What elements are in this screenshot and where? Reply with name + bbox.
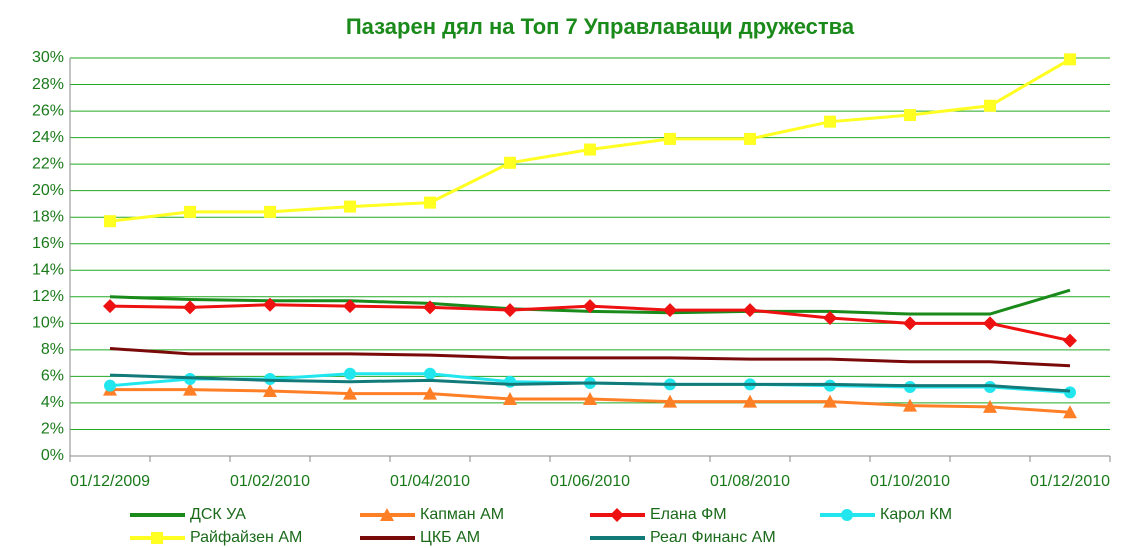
legend-marker — [380, 508, 394, 521]
legend-marker — [151, 532, 163, 544]
data-point — [823, 311, 837, 326]
data-point — [424, 367, 436, 380]
x-tick-label: 01/02/2010 — [230, 473, 310, 490]
data-point — [983, 316, 997, 331]
legend-label: Карол КМ — [880, 506, 952, 523]
legend-marker — [610, 508, 624, 522]
data-point — [904, 109, 916, 122]
data-point — [743, 394, 757, 408]
y-tick-label: 2% — [41, 421, 64, 438]
data-point — [504, 375, 516, 388]
data-point — [344, 367, 356, 380]
legend-marker — [841, 509, 853, 521]
legend-label: Капман АМ — [420, 506, 504, 523]
y-tick-label: 30% — [32, 49, 64, 66]
data-point — [663, 394, 677, 408]
y-tick-label: 8% — [41, 341, 64, 358]
data-point — [984, 99, 996, 112]
data-point — [823, 394, 837, 408]
legend-label: Реал Финанс АМ — [650, 529, 776, 546]
data-point — [183, 382, 197, 396]
legend-label: Елана ФМ — [650, 506, 727, 523]
data-point — [824, 115, 836, 128]
data-point — [903, 398, 917, 412]
data-point — [343, 386, 357, 400]
data-point — [1064, 53, 1076, 66]
y-tick-label: 6% — [41, 368, 64, 385]
data-point — [584, 143, 596, 156]
data-point — [104, 379, 116, 392]
y-tick-label: 16% — [32, 235, 64, 252]
y-tick-label: 12% — [32, 288, 64, 305]
data-point — [583, 299, 597, 314]
data-point — [503, 303, 517, 318]
x-tick-label: 01/06/2010 — [550, 473, 630, 490]
series-line — [109, 347, 1071, 368]
legend-label: Райфайзен АМ — [190, 529, 302, 546]
data-point — [1064, 386, 1076, 399]
data-point — [1063, 405, 1077, 419]
series-line — [109, 373, 1071, 393]
x-tick-label: 01/12/2010 — [1030, 473, 1110, 490]
data-point — [343, 299, 357, 314]
data-point — [903, 316, 917, 331]
data-point — [344, 200, 356, 213]
y-tick-label: 26% — [32, 102, 64, 119]
data-point — [663, 303, 677, 318]
data-point — [263, 383, 277, 397]
y-tick-label: 10% — [32, 315, 64, 332]
legend-label: ЦКБ АМ — [420, 529, 480, 546]
y-tick-label: 18% — [32, 208, 64, 225]
data-point — [423, 386, 437, 400]
y-tick-label: 28% — [32, 76, 64, 93]
y-tick-label: 14% — [32, 261, 64, 278]
data-point — [264, 205, 276, 218]
y-tick-label: 22% — [32, 155, 64, 172]
x-tick-label: 01/08/2010 — [710, 473, 790, 490]
data-point — [1063, 333, 1077, 348]
legend-label: ДСК УА — [190, 506, 246, 523]
data-point — [503, 391, 517, 405]
data-point — [983, 399, 997, 413]
data-point — [183, 300, 197, 315]
y-tick-label: 24% — [32, 129, 64, 146]
x-tick-label: 01/04/2010 — [390, 473, 470, 490]
data-point — [103, 299, 117, 314]
data-point — [583, 391, 597, 405]
chart-title: Пазарен дял на Топ 7 Управлаващи дружест… — [346, 14, 855, 39]
series-line — [109, 58, 1071, 223]
data-point — [424, 196, 436, 209]
y-tick-label: 0% — [41, 447, 64, 464]
data-point — [744, 132, 756, 145]
y-tick-label: 4% — [41, 394, 64, 411]
data-point — [743, 303, 757, 318]
data-point — [504, 156, 516, 169]
data-point — [664, 132, 676, 145]
data-point — [184, 205, 196, 218]
y-tick-label: 20% — [32, 182, 64, 199]
x-tick-label: 01/10/2010 — [870, 473, 950, 490]
data-point — [423, 300, 437, 315]
x-tick-label: 01/12/2009 — [70, 473, 150, 490]
data-point — [263, 297, 277, 312]
data-point — [104, 215, 116, 228]
